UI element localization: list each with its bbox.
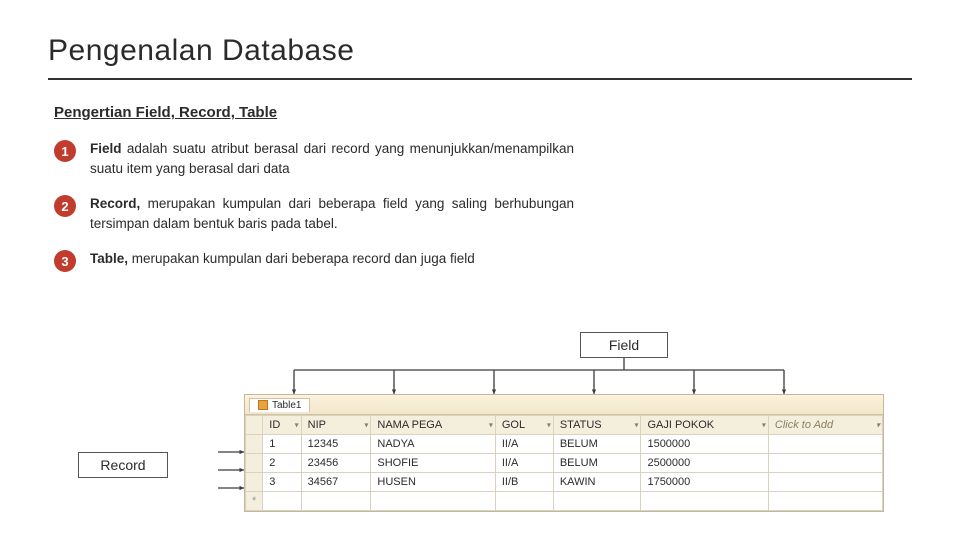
new-row-marker: * [246,492,263,511]
bullet-number: 3 [54,250,76,272]
col-header[interactable]: NAMA PEGA▾ [371,416,495,435]
cell [768,473,882,492]
cell[interactable] [768,492,882,511]
dropdown-icon[interactable]: ▾ [295,421,299,430]
tab-label: Table1 [272,400,301,411]
table-tab[interactable]: Table1 [249,398,310,412]
cell[interactable]: 2500000 [641,454,768,473]
list-item: 3 Table, merupakan kumpulan dari beberap… [54,249,574,272]
bullet-number: 1 [54,140,76,162]
dropdown-icon[interactable]: ▾ [547,421,551,430]
col-header[interactable]: GOL▾ [495,416,553,435]
cell[interactable]: 1 [263,435,301,454]
cell[interactable]: BELUM [553,435,641,454]
cell[interactable]: II/B [495,473,553,492]
access-table: Table1 ID▾ NIP▾ NAMA PEGA▾ GOL▾ STATUS▾ … [244,394,884,512]
table-icon [258,400,268,410]
cell[interactable] [495,492,553,511]
cell[interactable]: BELUM [553,454,641,473]
bullet-number: 2 [54,195,76,217]
table-row[interactable]: 223456SHOFIEII/ABELUM2500000 [246,454,883,473]
cell[interactable]: SHOFIE [371,454,495,473]
cell[interactable]: HUSEN [371,473,495,492]
dropdown-icon[interactable]: ▾ [364,421,368,430]
col-header[interactable]: ID▾ [263,416,301,435]
field-label-box: Field [580,332,668,358]
cell[interactable]: II/A [495,454,553,473]
title-rule [48,78,912,80]
dropdown-icon[interactable]: ▾ [762,421,766,430]
record-label-box: Record [78,452,168,478]
item-text: Field adalah suatu atribut berasal dari … [90,139,574,178]
item-text: Table, merupakan kumpulan dari beberapa … [90,249,475,269]
table-row[interactable]: 112345NADYAII/ABELUM1500000 [246,435,883,454]
cell[interactable]: 1750000 [641,473,768,492]
new-row[interactable]: * [246,492,883,511]
cell[interactable]: KAWIN [553,473,641,492]
col-header-add[interactable]: Click to Add▾ [768,416,882,435]
tab-strip: Table1 [245,395,883,415]
page-title: Pengenalan Database [48,34,912,68]
row-selector-header [246,416,263,435]
row-selector[interactable] [246,473,263,492]
header-row: ID▾ NIP▾ NAMA PEGA▾ GOL▾ STATUS▾ GAJI PO… [246,416,883,435]
dropdown-icon[interactable]: ▾ [876,421,880,430]
definition-list: 1 Field adalah suatu atribut berasal dar… [54,139,912,272]
row-selector[interactable] [246,435,263,454]
row-selector[interactable] [246,454,263,473]
subtitle: Pengertian Field, Record, Table [54,104,912,121]
cell [768,435,882,454]
col-header[interactable]: NIP▾ [301,416,371,435]
dropdown-icon[interactable]: ▾ [489,421,493,430]
cell[interactable] [301,492,371,511]
list-item: 2 Record, merupakan kumpulan dari bebera… [54,194,574,233]
diagram: Field Record Table1 ID▾ NIP▾ NAMA PEGA▾ … [218,332,918,520]
cell [768,454,882,473]
cell[interactable]: 1500000 [641,435,768,454]
cell[interactable] [371,492,495,511]
cell[interactable]: NADYA [371,435,495,454]
cell[interactable]: II/A [495,435,553,454]
cell[interactable] [263,492,301,511]
cell[interactable]: 12345 [301,435,371,454]
dropdown-icon[interactable]: ▾ [634,421,638,430]
cell[interactable] [641,492,768,511]
cell[interactable]: 34567 [301,473,371,492]
cell[interactable] [553,492,641,511]
cell[interactable]: 23456 [301,454,371,473]
cell[interactable]: 3 [263,473,301,492]
data-grid: ID▾ NIP▾ NAMA PEGA▾ GOL▾ STATUS▾ GAJI PO… [245,415,883,511]
table-row[interactable]: 334567HUSENII/BKAWIN1750000 [246,473,883,492]
item-text: Record, merupakan kumpulan dari beberapa… [90,194,574,233]
col-header[interactable]: STATUS▾ [553,416,641,435]
col-header[interactable]: GAJI POKOK▾ [641,416,768,435]
cell[interactable]: 2 [263,454,301,473]
list-item: 1 Field adalah suatu atribut berasal dar… [54,139,574,178]
